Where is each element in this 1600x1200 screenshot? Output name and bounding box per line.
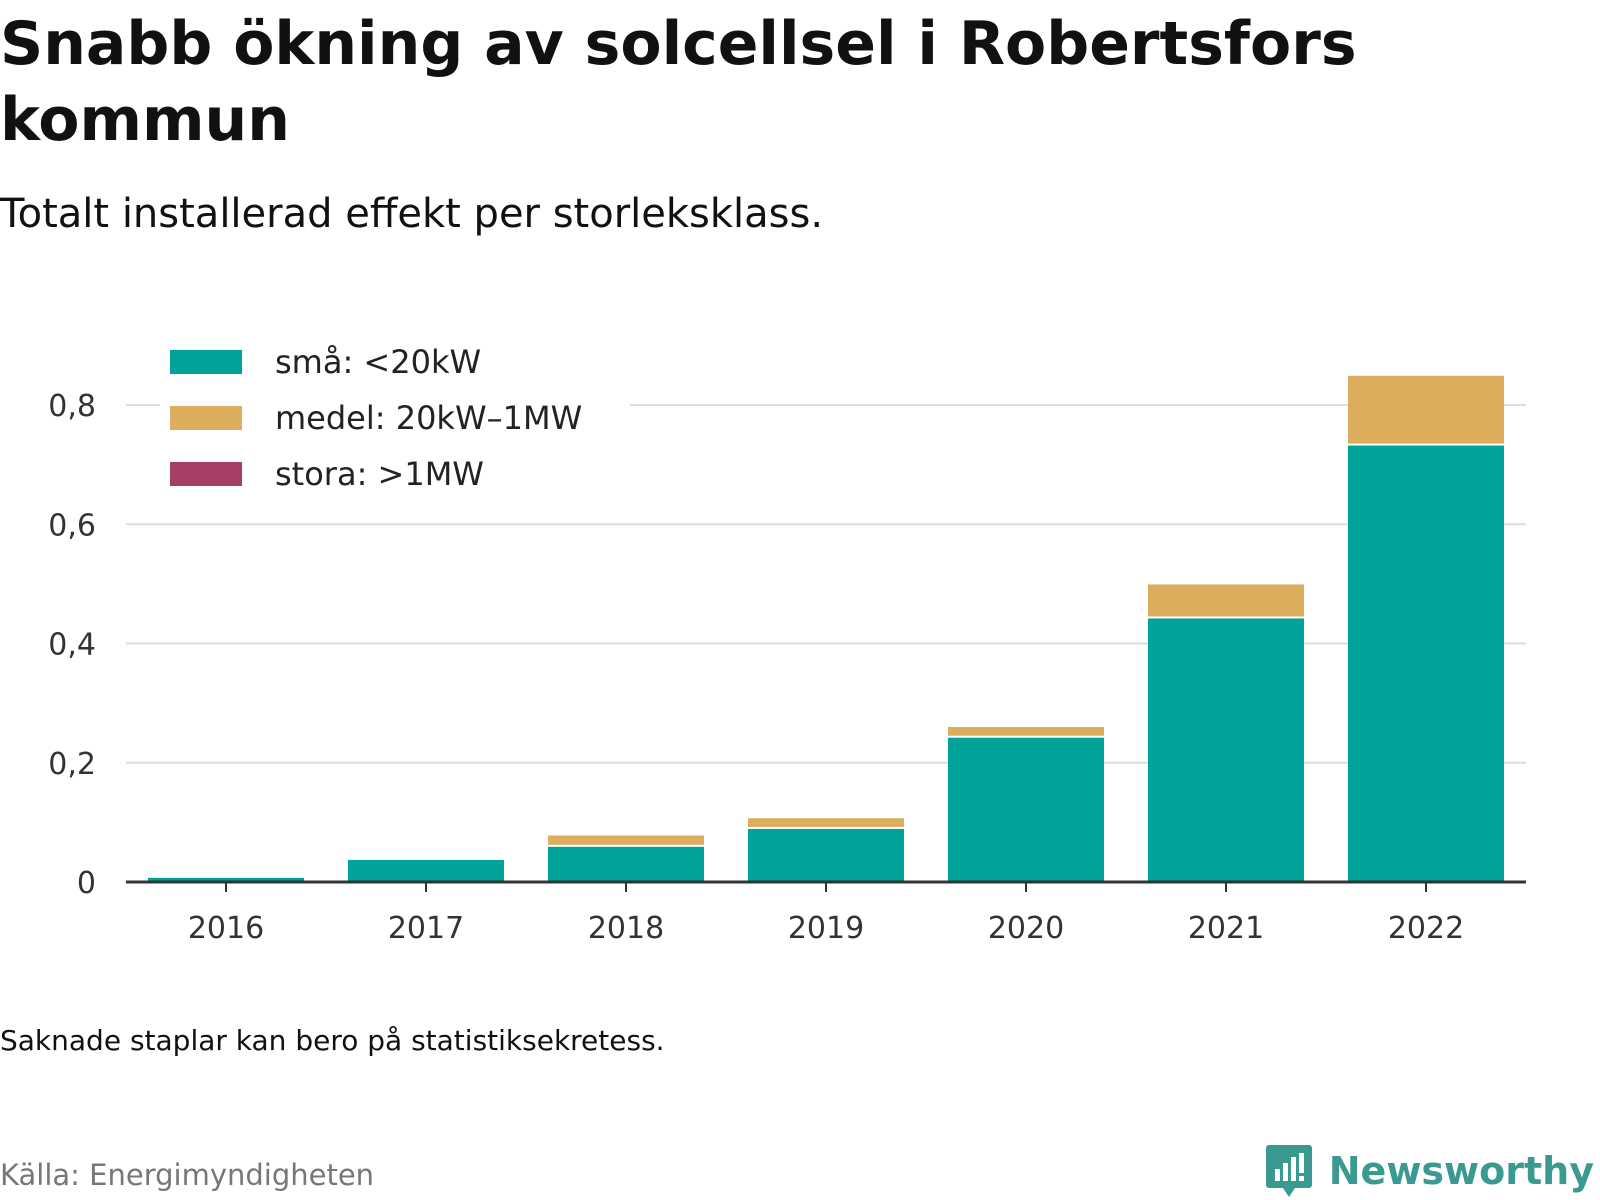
legend-swatch [170,462,242,486]
bars [148,375,1504,882]
brand-logo: Newsworthy [1265,1143,1594,1199]
legend: små: <20kW medel: 20kW–1MW stora: >1MW [160,330,630,500]
x-tick-label: 2017 [388,911,464,946]
x-tick-label: 2020 [988,911,1064,946]
legend-label: små: <20kW [275,343,481,381]
source-text: Källa: Energimyndigheten [0,1158,375,1192]
y-tick-label: 0,4 [48,628,96,663]
y-tick-label: 0,6 [48,508,96,543]
bar-2017-series-0 [348,859,504,882]
bar-2021-series-1 [1148,584,1304,617]
bar-2018-series-1 [548,835,704,845]
brand-name: Newsworthy [1328,1149,1594,1193]
y-axis-ticks: 0 0,2 0,4 0,6 0,8 [48,389,96,901]
bar-2020-series-1 [948,726,1104,736]
x-tick-label: 2022 [1388,911,1464,946]
x-axis: 2016 2017 2018 2019 2020 2021 2022 [126,880,1526,946]
chart-title: Snabb ökning av solcellsel i Robertsfors… [0,9,1357,155]
bar-2019-series-1 [748,818,904,827]
bar-2020-series-0 [948,737,1104,882]
bar-2019-series-0 [748,828,904,882]
newsworthy-logo-icon [1265,1145,1312,1197]
bar-2016-series-0 [148,877,304,882]
legend-label: stora: >1MW [275,455,484,493]
y-tick-label: 0,2 [48,747,96,782]
legend-swatch [170,406,242,430]
bar-2021-series-0 [1148,618,1304,882]
y-tick-label: 0 [77,866,96,901]
legend-label: medel: 20kW–1MW [275,399,582,437]
chart-subtitle: Totalt installerad effekt per storlekskl… [0,191,824,237]
bar-2018-series-0 [548,846,704,882]
bar-2022-series-0 [1348,445,1504,882]
bar-2022-series-1 [1348,375,1504,444]
footnote: Saknade staplar kan bero på statistiksek… [0,1024,665,1057]
x-tick-label: 2018 [588,911,664,946]
x-tick-label: 2019 [788,911,864,946]
stacked-bar-chart: 00,20,40,60,8 2016 2017 2018 2019 2020 2021 20… [48,330,1526,946]
x-tick-label: 2021 [1188,911,1264,946]
y-tick-label: 0,8 [48,389,96,424]
legend-swatch [170,350,242,374]
x-tick-label: 2016 [188,911,264,946]
